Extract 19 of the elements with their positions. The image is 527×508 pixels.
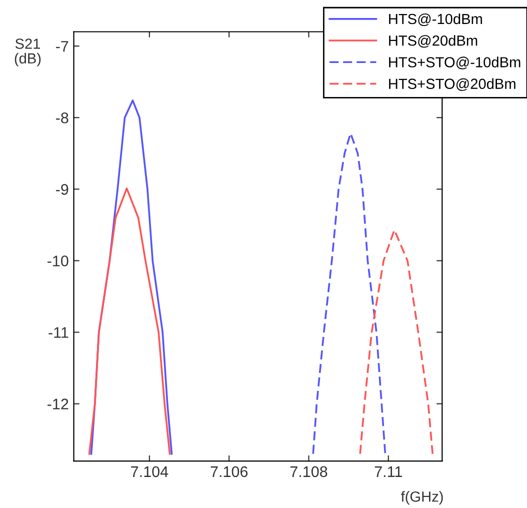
y-axis-title: S21 (dB) [14,38,41,66]
x-tick-label: 7.106 [210,466,248,478]
y-tick-label: -11 [48,327,68,338]
y-tick-label: -9 [56,184,68,195]
y-tick-label: -7 [56,41,68,52]
x-tick-label: 7.108 [290,466,328,478]
y-tick-label: -10 [48,256,68,266]
x-tick-label: 7.11 [374,466,402,477]
legend-label: HTS@20dBm [389,35,478,48]
legend-label: HTS@-10dBm [389,13,482,26]
line-series [88,188,171,455]
line-series [359,229,434,455]
line-series [312,132,386,455]
legend-label: HTS+STO@-10dBm [389,56,520,70]
y-tick-label: -12 [48,398,68,410]
legend-label: HTS+STO@20dBm [389,78,516,91]
x-axis-title: f(GHz) [401,491,443,505]
y-tick-label: -8 [56,112,68,124]
x-tick-label: 7.104 [131,466,168,478]
